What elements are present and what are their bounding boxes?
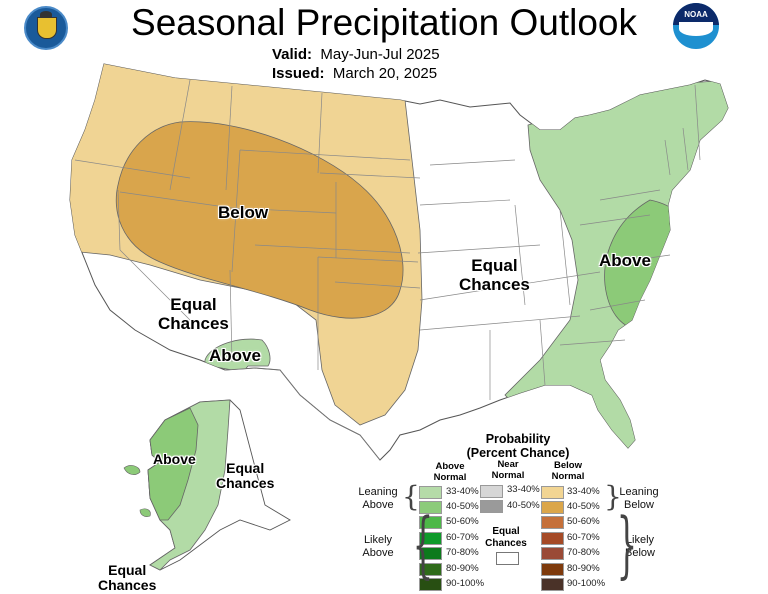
legend-likely-below: Likely Below <box>620 534 660 560</box>
swatch-near-40-50 <box>480 500 503 513</box>
page-title: Seasonal Precipitation Outlook <box>131 2 637 43</box>
swatch-below-33-40 <box>541 486 564 499</box>
issued-date: Issued: March 20, 2025 <box>272 65 437 82</box>
label-line: Chances <box>459 274 530 294</box>
swatch-below-70-80 <box>541 547 564 560</box>
above-southwest-region <box>204 338 271 373</box>
swatch-label: 80-90% <box>567 563 600 574</box>
col-line: Near <box>497 459 519 470</box>
label-aleutian-ec: Equal Chances <box>98 562 157 594</box>
side-line: Below <box>625 547 655 560</box>
swatch-label: 50-60% <box>567 516 600 527</box>
doc-seal-logo <box>24 6 68 50</box>
side-line: Above <box>362 547 394 560</box>
swatch-above-80-90 <box>419 563 442 576</box>
label-alaska-above: Above <box>153 451 196 467</box>
side-line: Likely <box>625 534 655 546</box>
legend-leaning-above: Leaning Above <box>356 486 400 512</box>
ec-line: Equal <box>492 526 520 537</box>
legend-equal-chances: Equal Chances <box>480 526 532 549</box>
brace-likely-below-icon: } <box>616 502 638 586</box>
label-west-below: Below <box>218 203 269 222</box>
swatch-above-60-70 <box>419 532 442 545</box>
col-line: Above <box>435 461 465 472</box>
swatch-label: 40-50% <box>507 500 540 511</box>
valid-value: May-Jun-Jul 2025 <box>320 46 440 63</box>
swatch-below-90-100 <box>541 578 564 591</box>
swatch-below-40-50 <box>541 501 564 514</box>
valid-label: Valid: <box>272 46 313 63</box>
issued-label: Issued: <box>272 65 325 82</box>
swatch-label: 80-90% <box>446 563 479 574</box>
swatch-below-60-70 <box>541 532 564 545</box>
swatch-equal-chances <box>496 552 519 565</box>
label-line: Chances <box>158 313 229 333</box>
seal-eagle-icon <box>40 11 52 18</box>
label-east-above: Above <box>599 251 651 270</box>
valid-period: Valid: May-Jun-Jul 2025 <box>272 46 440 63</box>
swatch-label: 40-50% <box>567 501 600 512</box>
col-line: Normal <box>491 469 525 481</box>
swatch-label: 90-100% <box>446 578 485 589</box>
label-line: Equal <box>226 460 265 476</box>
col-line: Normal <box>433 471 467 483</box>
legend-title: Probability (Percent Chance) <box>458 432 578 461</box>
swatch-below-80-90 <box>541 563 564 576</box>
swatch-label: 70-80% <box>567 547 600 558</box>
swatch-label: 60-70% <box>446 532 479 543</box>
swatch-label: 33-40% <box>507 484 540 495</box>
swatch-label: 40-50% <box>446 501 479 512</box>
brace-leaning-above-icon: { <box>402 480 420 513</box>
state-boundaries <box>74 79 701 400</box>
legend-likely-above: Likely Above <box>358 534 398 560</box>
ec-line: Chances <box>485 537 527 549</box>
label-southwest-ec: Equal Chances <box>158 295 229 333</box>
swatch-label: 33-40% <box>567 486 600 497</box>
issued-value: March 20, 2025 <box>332 65 438 82</box>
swatch-below-50-60 <box>541 516 564 529</box>
side-line: Likely <box>363 534 393 546</box>
swatch-label: 60-70% <box>567 532 600 543</box>
swatch-above-70-80 <box>419 547 442 560</box>
legend-col-below: Below Normal <box>538 460 598 483</box>
side-line: Above <box>362 499 394 512</box>
legend-leaning-below: Leaning Below <box>617 486 661 512</box>
swatch-above-90-100 <box>419 578 442 591</box>
legend-col-near: Near Normal <box>478 459 538 482</box>
legend-title-line: Probability <box>485 432 551 446</box>
swatch-label: 33-40% <box>446 486 479 497</box>
label-line: Chances <box>216 475 275 492</box>
legend-col-above: Above Normal <box>420 461 480 484</box>
swatch-label: 70-80% <box>446 547 479 558</box>
alaska-inset <box>123 399 291 571</box>
below-40-50-region <box>115 121 404 319</box>
col-line: Below <box>554 460 582 471</box>
side-line: Leaning <box>619 486 659 498</box>
noaa-logo: NOAA <box>673 3 719 49</box>
label-line: Chances <box>98 577 157 594</box>
label-southwest-above: Above <box>209 346 261 365</box>
swatch-above-50-60 <box>419 516 442 529</box>
swatch-near-33-40 <box>480 485 503 498</box>
swatch-above-33-40 <box>419 486 442 499</box>
label-line: Equal <box>108 562 147 578</box>
label-alaska-ec: Equal Chances <box>216 460 275 492</box>
swatch-label: 50-60% <box>446 516 479 527</box>
brace-likely-above-icon: { <box>412 502 434 586</box>
col-line: Normal <box>551 470 585 482</box>
swatch-above-40-50 <box>419 501 442 514</box>
swatch-label: 90-100% <box>567 578 606 589</box>
legend-title-line: (Percent Chance) <box>466 446 570 461</box>
label-line: Equal <box>170 295 217 314</box>
side-line: Below <box>624 499 654 512</box>
label-line: Equal <box>471 256 518 275</box>
side-line: Leaning <box>358 486 398 498</box>
brace-leaning-below-icon: } <box>604 480 622 513</box>
label-central-ec: Equal Chances <box>459 256 530 294</box>
noaa-text: NOAA <box>684 10 708 19</box>
